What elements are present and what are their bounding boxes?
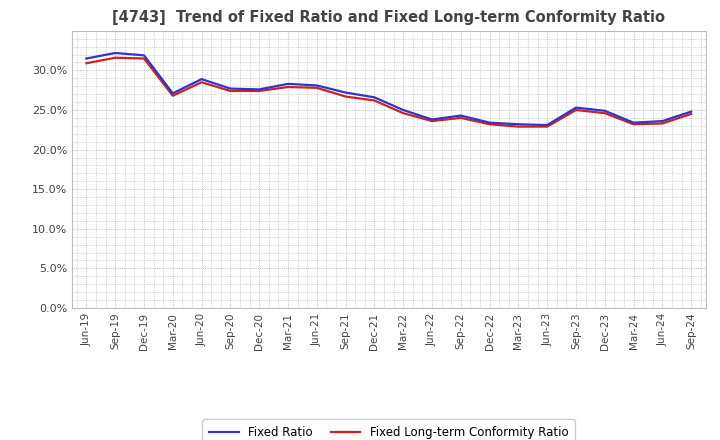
Fixed Ratio [312, 83, 321, 88]
Fixed Ratio [572, 105, 580, 110]
Fixed Ratio [140, 53, 148, 58]
Fixed Long-term Conformity Ratio [111, 55, 120, 60]
Fixed Ratio [399, 107, 408, 113]
Fixed Long-term Conformity Ratio [514, 124, 523, 129]
Fixed Long-term Conformity Ratio [255, 88, 264, 94]
Fixed Ratio [687, 109, 696, 114]
Fixed Long-term Conformity Ratio [168, 93, 177, 99]
Fixed Long-term Conformity Ratio [456, 115, 465, 121]
Fixed Ratio [197, 77, 206, 82]
Fixed Ratio [658, 118, 667, 124]
Fixed Ratio [82, 56, 91, 61]
Fixed Long-term Conformity Ratio [428, 118, 436, 124]
Fixed Long-term Conformity Ratio [485, 121, 494, 127]
Fixed Ratio [111, 50, 120, 55]
Line: Fixed Ratio: Fixed Ratio [86, 53, 691, 125]
Fixed Long-term Conformity Ratio [140, 56, 148, 61]
Fixed Ratio [284, 81, 292, 87]
Legend: Fixed Ratio, Fixed Long-term Conformity Ratio: Fixed Ratio, Fixed Long-term Conformity … [202, 419, 575, 440]
Fixed Long-term Conformity Ratio [197, 80, 206, 85]
Fixed Long-term Conformity Ratio [543, 124, 552, 129]
Title: [4743]  Trend of Fixed Ratio and Fixed Long-term Conformity Ratio: [4743] Trend of Fixed Ratio and Fixed Lo… [112, 11, 665, 26]
Fixed Ratio [168, 91, 177, 96]
Fixed Ratio [341, 90, 350, 95]
Fixed Long-term Conformity Ratio [370, 98, 379, 103]
Fixed Long-term Conformity Ratio [312, 85, 321, 91]
Fixed Long-term Conformity Ratio [226, 88, 235, 94]
Fixed Long-term Conformity Ratio [600, 110, 609, 116]
Line: Fixed Long-term Conformity Ratio: Fixed Long-term Conformity Ratio [86, 58, 691, 127]
Fixed Long-term Conformity Ratio [284, 84, 292, 90]
Fixed Ratio [226, 86, 235, 91]
Fixed Ratio [255, 87, 264, 92]
Fixed Ratio [485, 120, 494, 125]
Fixed Long-term Conformity Ratio [572, 107, 580, 113]
Fixed Ratio [428, 117, 436, 122]
Fixed Ratio [543, 122, 552, 128]
Fixed Ratio [370, 95, 379, 100]
Fixed Long-term Conformity Ratio [82, 61, 91, 66]
Fixed Long-term Conformity Ratio [399, 110, 408, 116]
Fixed Long-term Conformity Ratio [687, 111, 696, 117]
Fixed Ratio [629, 120, 638, 125]
Fixed Ratio [456, 113, 465, 118]
Fixed Ratio [600, 108, 609, 114]
Fixed Long-term Conformity Ratio [341, 94, 350, 99]
Fixed Ratio [514, 121, 523, 127]
Fixed Long-term Conformity Ratio [658, 121, 667, 126]
Fixed Long-term Conformity Ratio [629, 121, 638, 127]
